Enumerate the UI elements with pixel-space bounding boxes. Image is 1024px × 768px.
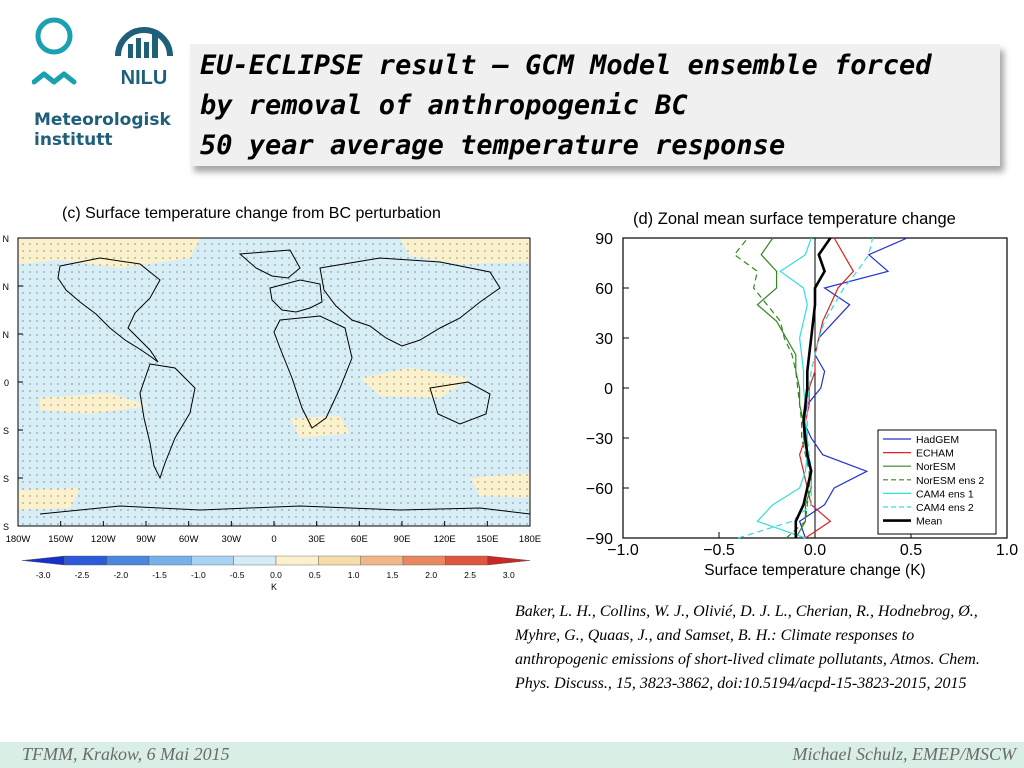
map-lat-label: S — [3, 522, 9, 532]
colorbar-segment — [106, 555, 150, 566]
map-lat-label: N — [3, 282, 10, 292]
legend-label: Mean — [916, 516, 942, 528]
footer-bar: TFMM, Krakow, 6 Mai 2015 Michael Schulz,… — [0, 742, 1024, 768]
chart-series-line — [738, 237, 874, 539]
colorbar-tick-label: 2.5 — [464, 570, 476, 580]
map-lon-label: 150W — [48, 534, 73, 545]
chart-series-line — [756, 237, 812, 539]
colorbar-segment — [487, 555, 531, 566]
legend-label: CAM4 ens 2 — [916, 502, 974, 514]
chart-title: (d) Zonal mean surface temperature chang… — [633, 210, 956, 228]
colorbar-segment — [360, 555, 404, 566]
colorbar-segment — [148, 555, 192, 566]
chart-plot-area: −1.0 −0.5 0.0 0.5 1.0 90 60 30 0 −30 −60 −90 HadGEM E… — [586, 231, 1018, 559]
colorbar-tick-label: -1.0 — [191, 570, 206, 580]
chart-y-tick-label: 60 — [595, 281, 613, 298]
nilu-logo: NILU — [115, 27, 173, 89]
map-area — [17, 237, 531, 527]
colorbar-segment — [64, 555, 107, 566]
colorbar-tick-label: 0.0 — [270, 570, 282, 580]
chart-series-line — [798, 237, 908, 539]
map-lat-labels: N N N 0 S S S — [3, 234, 23, 532]
colorbar-segment — [402, 555, 446, 566]
colorbar-tick-label: 0.5 — [309, 570, 321, 580]
map-lat-label: N — [3, 234, 10, 244]
colorbar-segment — [191, 555, 234, 566]
map-lat-label: N — [3, 330, 10, 340]
footer-event: TFMM, Krakow, 6 Mai 2015 — [22, 744, 230, 764]
chart-series-line — [794, 237, 832, 538]
colorbar-tick-label: 2.0 — [425, 570, 437, 580]
map-lon-label: 60E — [351, 534, 368, 545]
chart-series-line — [756, 237, 812, 539]
map-lon-label: 30W — [222, 534, 242, 545]
legend-label: NorESM ens 2 — [916, 475, 984, 487]
map-lon-label: 0 — [271, 534, 276, 545]
colorbar-tick-label: 3.0 — [503, 570, 515, 580]
map-lon-label: 180W — [6, 534, 31, 545]
met-wordmark-line1: Meteorologisk — [34, 110, 171, 130]
colorbar-segment — [233, 555, 277, 566]
legend-label: ECHAM — [916, 448, 954, 460]
colorbar-tick-label: -2.0 — [113, 570, 128, 580]
chart-y-tick-label: −30 — [586, 431, 613, 448]
chart-y-tick-label: 0 — [604, 381, 613, 398]
colorbar-segment — [318, 555, 361, 566]
nilu-wordmark: NILU — [121, 67, 168, 89]
chart-y-tick-label: 90 — [595, 231, 613, 248]
map-lon-label: 60W — [179, 534, 199, 545]
chart-y-tick-label: 30 — [595, 331, 613, 348]
map-lon-label: 150E — [476, 534, 498, 545]
met-institutt-wordmark: Meteorologisk institutt — [34, 110, 171, 150]
colorbar-segment — [445, 555, 488, 566]
map-lon-label: 120E — [434, 534, 456, 545]
slide-title-box: EU-ECLIPSE result – GCM Model ensemble f… — [190, 44, 1000, 166]
legend-label: CAM4 ens 1 — [916, 488, 974, 500]
map-lat-label: 0 — [4, 378, 9, 388]
map-lat-label: S — [3, 474, 9, 484]
legend-label: HadGEM — [916, 434, 959, 446]
chart-x-tick-label: 0.5 — [900, 542, 922, 559]
zonal-mean-chart: −1.0 −0.5 0.0 0.5 1.0 90 60 30 0 −30 −60 −90 HadGEM E… — [586, 231, 1018, 579]
map-lon-label: 180E — [519, 534, 541, 545]
chart-x-tick-label: 1.0 — [996, 542, 1018, 559]
slide-title-line-3: 50 year average temperature response — [200, 130, 786, 161]
map-lon-label: 90W — [136, 534, 156, 545]
legend-label: NorESM — [916, 461, 956, 473]
map-lon-labels: 180W 150W 120W 90W 60W 30W 0 30E 60E 90E 120E 150E 1… — [6, 521, 541, 545]
chart-y-tick-label: −90 — [586, 531, 613, 548]
colorbar-tick-label: -1.5 — [152, 570, 167, 580]
slide-title-line-2: by removal of anthropogenic BC — [200, 90, 688, 121]
colorbar-tick-label: 1.0 — [348, 570, 360, 580]
chart-x-axis-label: Surface temperature change (K) — [704, 562, 925, 579]
map-lat-label: S — [3, 426, 9, 436]
map-colorbar: -3.0 -2.5 -2.0 -1.5 -1.0 -0.5 0.0 0.5 1.0 1.5 2.0 2… — [21, 555, 531, 580]
map-lon-label: 30E — [308, 534, 325, 545]
map-lon-label: 120W — [91, 534, 116, 545]
chart-y-tick-label: −60 — [586, 481, 613, 498]
met-institutt-logo — [32, 17, 77, 85]
map-lon-label: 90E — [394, 534, 411, 545]
colorbar-segment — [21, 555, 65, 566]
met-wordmark-line2: institutt — [34, 130, 113, 150]
chart-series-line — [733, 237, 810, 539]
chart-legend — [877, 429, 997, 535]
chart-x-tick-label: −1.0 — [607, 542, 639, 559]
colorbar-tick-label: -3.0 — [36, 570, 51, 580]
colorbar-segment — [275, 555, 319, 566]
map-panel-title: (c) Surface temperature change from BC p… — [62, 205, 441, 222]
slide-title-line-1: EU-ECLIPSE result – GCM Model ensemble f… — [200, 50, 932, 81]
colorbar-unit: K — [271, 582, 277, 592]
chart-x-tick-label: −0.5 — [703, 542, 735, 559]
colorbar-tick-label: 1.5 — [387, 570, 399, 580]
colorbar-tick-label: -2.5 — [75, 570, 90, 580]
colorbar-tick-label: -0.5 — [230, 570, 245, 580]
citation-text: Baker, L. H., Collins, W. J., Olivié, D.… — [515, 603, 980, 692]
footer-author: Michael Schulz, EMEP/MSCW — [792, 744, 1016, 764]
chart-x-tick-label: 0.0 — [804, 542, 826, 559]
